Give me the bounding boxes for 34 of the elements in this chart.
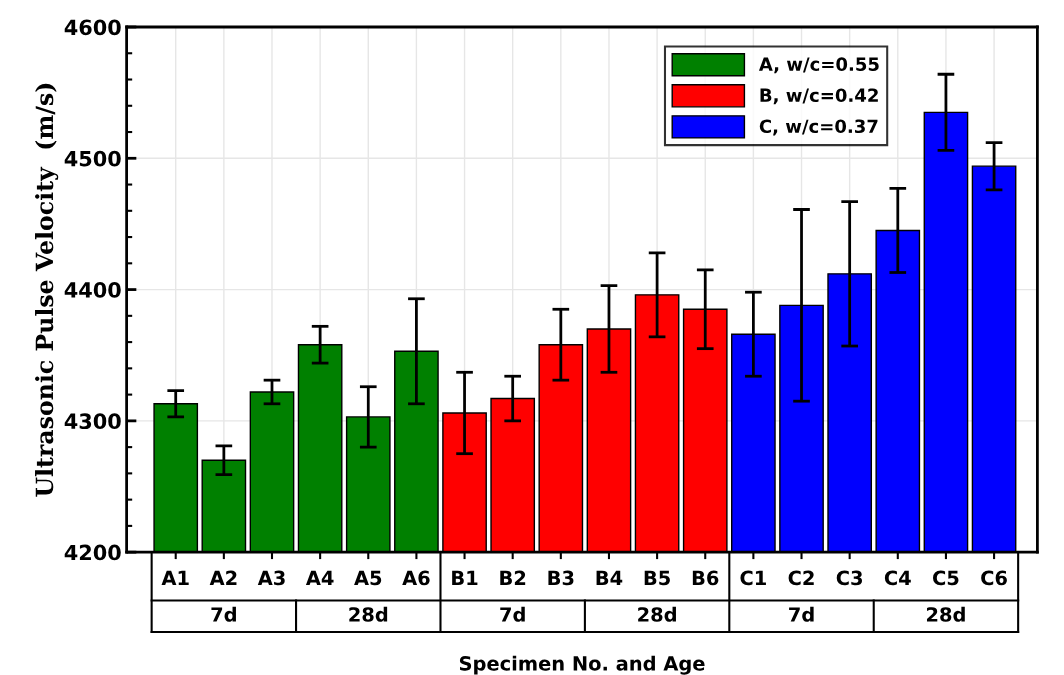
x-tick-label: A1 [161, 570, 189, 585]
x-tick-label: A4 [305, 570, 334, 585]
legend-label: B, w/c=0.42 [760, 88, 878, 105]
x-tick-label: C3 [836, 570, 863, 586]
x-tick-label: A6 [402, 570, 430, 586]
x-tick-label: B3 [548, 570, 574, 586]
x-tick-label: B6 [692, 570, 719, 586]
x-tick-label: C4 [884, 570, 911, 586]
x-tick-label: A2 [209, 570, 237, 585]
x-tick-label: B2 [500, 570, 526, 585]
legend-label: C, w/c=0.37 [759, 119, 878, 136]
text: 28d [926, 606, 965, 622]
y-axis-title: Ultrasonic Pulse Velocity (m/s) [35, 83, 59, 497]
x-tick-label: C5 [933, 570, 959, 586]
text: 7d [211, 606, 236, 622]
y-tick-label: 4300 [64, 413, 121, 430]
legend-label: A, w/c=0.55 [758, 57, 879, 74]
text: 7d [500, 606, 525, 622]
x-tick-label: B5 [644, 570, 670, 586]
x-axis-title: Specimen No. and Age [459, 655, 705, 675]
text: 28d [638, 606, 676, 622]
text: 28d [349, 606, 388, 622]
y-tick-label: 4500 [64, 150, 121, 167]
x-tick-label: B1 [452, 570, 478, 585]
y-tick-label: 4200 [64, 544, 121, 561]
x-tick-label: A5 [354, 570, 382, 586]
x-tick-label: A3 [257, 570, 285, 586]
x-tick-label: B4 [596, 570, 623, 585]
x-tick-label: C2 [788, 570, 814, 586]
y-tick-label: 4600 [64, 19, 121, 36]
x-tick-label: C6 [981, 570, 1007, 586]
text: 7d [789, 606, 814, 622]
y-tick-label: 4400 [64, 282, 121, 298]
x-tick-label: C1 [740, 570, 766, 586]
